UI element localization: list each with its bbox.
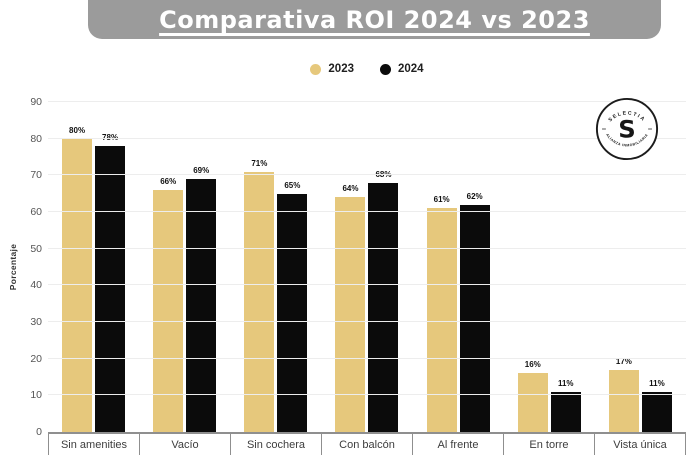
bar-value-label: 11% xyxy=(557,378,574,388)
bar-column: 11% xyxy=(550,102,581,432)
gridline xyxy=(48,247,686,249)
x-category-label: Al frente xyxy=(413,434,504,455)
y-tick-label: 60 xyxy=(30,206,42,219)
bar-value-label: 66% xyxy=(160,177,177,186)
bar-2023 xyxy=(517,373,548,432)
bar-value-label: 17% xyxy=(615,356,632,366)
bar-column: 65% xyxy=(277,102,308,432)
y-tick-label: 70 xyxy=(30,169,42,182)
y-tick-label: 80 xyxy=(30,132,42,145)
bar-column: 69% xyxy=(186,102,217,432)
legend-item-2023: 2023 xyxy=(310,63,354,75)
x-category-label: Vista única xyxy=(595,434,686,455)
gridline xyxy=(48,321,686,322)
logo-monogram: S xyxy=(618,114,636,143)
x-category-label: Vacío xyxy=(140,434,231,455)
bar-2023 xyxy=(335,197,366,432)
bar-group: 64% 68% xyxy=(321,102,412,432)
bar-column: 62% xyxy=(459,102,490,432)
title-banner: Comparativa ROI 2024 vs 2023 xyxy=(88,0,661,39)
y-tick-label: 90 xyxy=(30,96,42,108)
y-tick-label: 40 xyxy=(30,279,42,292)
bar-group: 66% 69% xyxy=(139,102,230,432)
bar-value-label: 78% xyxy=(102,133,118,142)
gridline xyxy=(48,101,686,102)
bar-value-label: 11% xyxy=(649,378,665,388)
bar-column: 78% xyxy=(95,102,126,432)
bar-value-label: 71% xyxy=(251,158,268,168)
bar-value-label: 68% xyxy=(375,170,391,179)
gridline xyxy=(48,284,686,286)
x-category-label: Con balcón xyxy=(322,434,413,455)
bar-group: 16% 11% xyxy=(504,102,595,432)
gridline xyxy=(48,137,686,139)
bar-group: 71% 65% xyxy=(230,102,321,432)
bar-group: 17% 11% xyxy=(595,102,686,432)
bar-column: 61% xyxy=(426,102,457,432)
bar-2024 xyxy=(550,391,581,432)
y-tick-label: 20 xyxy=(30,352,42,365)
legend-item-2024: 2024 xyxy=(380,63,424,75)
bar-2024 xyxy=(368,182,399,432)
bar-value-label: 16% xyxy=(524,360,541,370)
chart-legend: 2023 2024 xyxy=(48,61,686,77)
bar-2024 xyxy=(459,204,490,432)
logo-badge-icon: SELECTIA ALIANZA INMOBILIARIA S xyxy=(595,97,659,161)
bar-column: 66% xyxy=(153,102,184,432)
bar-2023 xyxy=(153,190,184,432)
bar-column: 68% xyxy=(368,102,399,432)
x-category-label: Sin amenities xyxy=(48,434,140,455)
bar-2024 xyxy=(186,179,217,432)
plot-area: 80%78%66%69%71%65%64%68%61%62%16%11%17%1… xyxy=(48,101,686,434)
bar-value-label: 62% xyxy=(466,191,483,201)
legend-label: 2024 xyxy=(398,63,424,75)
page-title: Comparativa ROI 2024 vs 2023 xyxy=(159,5,590,34)
y-tick-label: 30 xyxy=(30,316,42,329)
bar-value-label: 61% xyxy=(433,195,450,205)
bar-value-label: 69% xyxy=(193,166,210,175)
bar-column: 11% xyxy=(641,102,672,432)
y-tick-label: 50 xyxy=(30,242,42,255)
bar-column: 71% xyxy=(244,102,275,432)
y-tick-label: 0 xyxy=(36,426,42,438)
bar-groups: 80%78%66%69%71%65%64%68%61%62%16%11%17%1… xyxy=(48,102,686,432)
x-axis-labels: Sin amenities Vacío Sin cochera Con balcón A… xyxy=(48,434,686,455)
x-category-label: En torre xyxy=(504,434,595,455)
bar-value-label: 65% xyxy=(284,180,301,190)
brand-logo: SELECTIA ALIANZA INMOBILIARIA S xyxy=(595,97,659,161)
bar-2024 xyxy=(95,146,126,432)
x-category-label: Sin cochera xyxy=(231,434,322,455)
y-tick-label: 10 xyxy=(30,389,42,402)
bar-column: 80% xyxy=(62,102,93,432)
gridline xyxy=(48,211,686,212)
legend-label: 2023 xyxy=(328,63,354,75)
bar-column: 64% xyxy=(335,102,366,432)
bar-value-label: 64% xyxy=(342,184,359,194)
bar-column: 17% xyxy=(608,102,639,432)
gridline xyxy=(48,174,686,176)
bar-value-label: 80% xyxy=(69,125,86,135)
bar-2024 xyxy=(641,391,672,432)
bar-group: 61% 62% xyxy=(413,102,504,432)
bar-2023 xyxy=(244,171,275,432)
legend-dot-icon xyxy=(310,63,322,75)
bar-2023 xyxy=(608,369,639,432)
y-axis-ticks: 0 10 20 30 40 50 60 70 80 90 xyxy=(0,96,42,438)
bar-column: 16% xyxy=(517,102,548,432)
bar-group: 80% 78% xyxy=(48,102,139,432)
gridline xyxy=(48,357,686,359)
gridline xyxy=(48,394,686,396)
bar-2024 xyxy=(277,193,308,432)
legend-dot-icon xyxy=(380,63,391,75)
